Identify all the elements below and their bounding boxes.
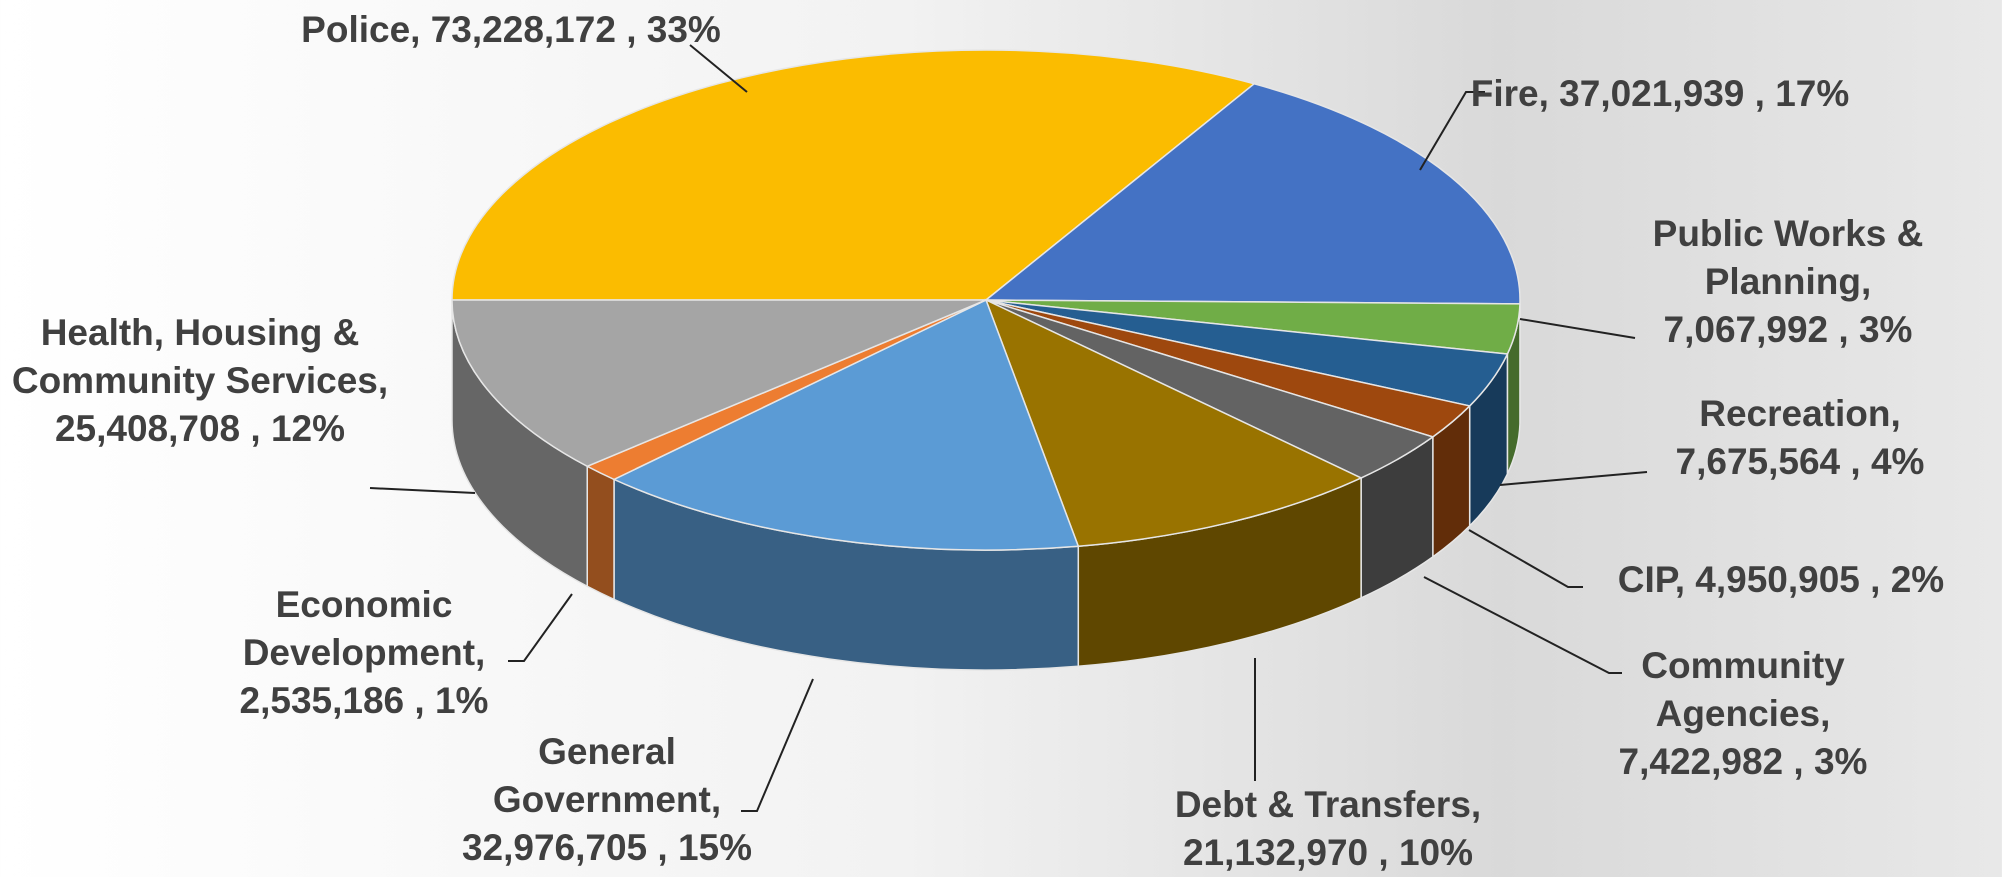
value-label: 2,535,186 , 1% [240, 680, 489, 721]
data-label: Recreation, 7,675,564 , 4% [1635, 390, 1965, 486]
page: {"chart_data": {"type": "pie3d", "catego… [0, 0, 2002, 869]
category-label: Fire, [1471, 73, 1549, 114]
data-label: CIP, 4,950,905 , 2% [1561, 556, 2001, 604]
value-label: 73,228,172 , 33% [431, 9, 721, 50]
data-label: Community Agencies, 7,422,982 , 3% [1583, 642, 1903, 786]
data-label: Public Works & Planning, 7,067,992 , 3% [1618, 210, 1958, 354]
category-label: Health, Housing & Community Services, [12, 312, 388, 401]
data-label: Debt & Transfers, 21,132,970 , 10% [1138, 781, 1518, 877]
category-label: Public Works & Planning, [1653, 213, 1924, 302]
slice-side [587, 466, 614, 599]
value-label: 37,021,939 , 17% [1559, 73, 1849, 114]
category-label: Economic Development, [243, 584, 486, 673]
pie [452, 50, 1520, 670]
data-label: Fire, 37,021,939 , 17% [1460, 70, 1860, 118]
data-label: Police, 73,228,172 , 33% [291, 6, 731, 54]
data-label: Health, Housing & Community Services, 25… [5, 309, 395, 453]
category-label: Police, [301, 9, 420, 50]
category-label: General Government, [493, 731, 721, 820]
data-label: General Government, 32,976,705 , 15% [427, 728, 787, 872]
value-label: 4,950,905 , 2% [1695, 559, 1944, 600]
value-label: 25,408,708 , 12% [55, 408, 345, 449]
leader-line [1500, 472, 1647, 485]
value-label: 32,976,705 , 15% [462, 827, 752, 868]
value-label: 7,422,982 , 3% [1619, 741, 1868, 782]
data-label: Economic Development, 2,535,186 , 1% [209, 581, 519, 725]
category-label: Recreation, [1699, 393, 1901, 434]
category-label: CIP, [1618, 559, 1685, 600]
category-label: Debt & Transfers, [1175, 784, 1481, 825]
category-label: Community Agencies, [1641, 645, 1845, 734]
value-label: 21,132,970 , 10% [1183, 832, 1473, 873]
value-label: 7,067,992 , 3% [1664, 309, 1913, 350]
value-label: 7,675,564 , 4% [1676, 441, 1925, 482]
leader-line [370, 488, 475, 493]
